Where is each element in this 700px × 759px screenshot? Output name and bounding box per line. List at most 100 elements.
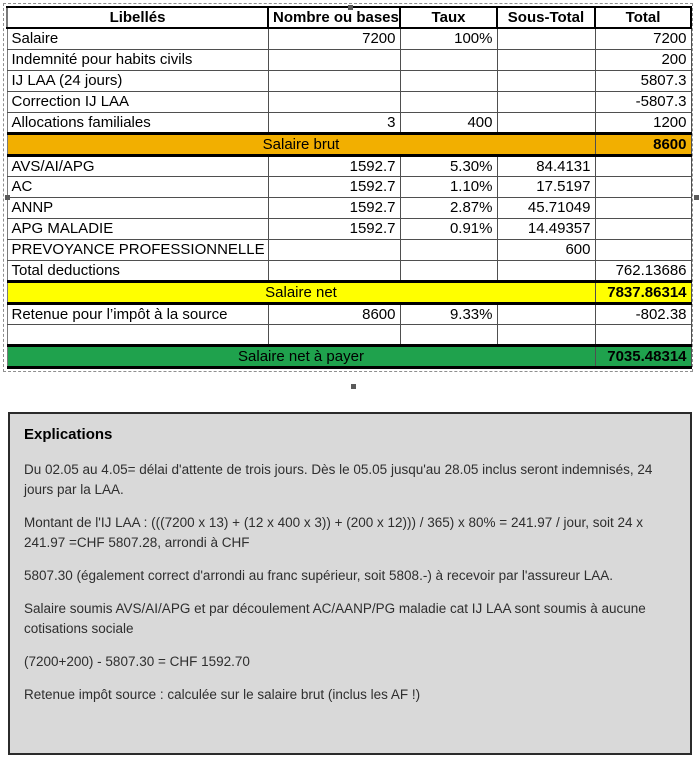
explanation-paragraph-calcul-1592: (7200+200) - 5807.30 = CHF 1592.70 bbox=[24, 654, 250, 669]
cell-base[interactable] bbox=[267, 48, 401, 71]
cell-total[interactable] bbox=[594, 175, 692, 198]
cell-taux[interactable]: 100% bbox=[399, 27, 498, 50]
explanation-paragraph-retenue-impot: Retenue impôt source : calculée sur le s… bbox=[24, 687, 421, 702]
cell-sous-total[interactable]: 14.49357 bbox=[496, 217, 596, 240]
table-row-indemnite: Indemnité pour habits civils 200 bbox=[6, 48, 692, 71]
salaire-brut-label[interactable]: Salaire brut bbox=[6, 131, 596, 157]
cell-sous-total[interactable] bbox=[496, 48, 596, 71]
cell-base[interactable] bbox=[267, 69, 401, 92]
cell-label[interactable]: Salaire bbox=[6, 27, 269, 50]
cell-label[interactable]: Indemnité pour habits civils bbox=[6, 48, 269, 71]
cell-taux[interactable] bbox=[399, 238, 498, 261]
cell-taux[interactable]: 1.10% bbox=[399, 175, 498, 198]
print-area-handle-top[interactable] bbox=[348, 5, 353, 10]
cell-sous-total[interactable]: 84.4131 bbox=[496, 154, 596, 177]
cell-taux[interactable]: 2.87% bbox=[399, 196, 498, 219]
print-area-handle-bottom[interactable] bbox=[351, 384, 356, 389]
table-row-ac: AC 1592.7 1.10% 17.5197 bbox=[6, 175, 692, 198]
table-row-avs-ai-apg: AVS/AI/APG 1592.7 5.30% 84.4131 bbox=[6, 154, 692, 177]
cell-taux[interactable] bbox=[399, 323, 498, 346]
table-row-apg-maladie: APG MALADIE 1592.7 0.91% 14.49357 bbox=[6, 217, 692, 240]
cell-label[interactable]: ANNP bbox=[6, 196, 269, 219]
cell-taux[interactable] bbox=[399, 259, 498, 282]
cell-taux[interactable] bbox=[399, 48, 498, 71]
cell-base[interactable]: 1592.7 bbox=[267, 154, 401, 177]
cell-sous-total[interactable] bbox=[496, 69, 596, 92]
cell-total[interactable]: -802.38 bbox=[594, 302, 692, 325]
cell-total[interactable] bbox=[594, 154, 692, 177]
cell-total[interactable]: 1200 bbox=[594, 111, 692, 134]
cell-sous-total[interactable]: 45.71049 bbox=[496, 196, 596, 219]
salaire-brut-total[interactable]: 8600 bbox=[594, 131, 692, 157]
cell-sous-total[interactable] bbox=[496, 323, 596, 346]
cell-sous-total[interactable]: 17.5197 bbox=[496, 175, 596, 198]
cell-label[interactable]: PREVOYANCE PROFESSIONNELLE bbox=[6, 238, 269, 261]
cell-sous-total[interactable] bbox=[496, 90, 596, 113]
header-row: Libellés Nombre ou bases Taux Sous-Total… bbox=[6, 6, 692, 29]
cell-label[interactable]: Retenue pour l’impôt à la source bbox=[6, 302, 269, 325]
col-header-taux[interactable]: Taux bbox=[399, 6, 498, 29]
cell-total[interactable]: 762.13686 bbox=[594, 259, 692, 282]
cell-taux[interactable]: 5.30% bbox=[399, 154, 498, 177]
cell-sous-total[interactable]: 600 bbox=[496, 238, 596, 261]
cell-label[interactable]: APG MALADIE bbox=[6, 217, 269, 240]
cell-total[interactable]: 7200 bbox=[594, 27, 692, 50]
cell-total[interactable] bbox=[594, 238, 692, 261]
cell-label[interactable]: Allocations familiales bbox=[6, 111, 269, 134]
col-header-libelles[interactable]: Libellés bbox=[6, 6, 269, 29]
cell-base[interactable]: 7200 bbox=[267, 27, 401, 50]
table-row-ij-laa: IJ LAA (24 jours) 5807.3 bbox=[6, 69, 692, 92]
table-row-prevoyance: PREVOYANCE PROFESSIONNELLE 600 bbox=[6, 238, 692, 261]
cell-total[interactable] bbox=[594, 196, 692, 219]
cell-base[interactable] bbox=[267, 238, 401, 261]
col-header-sous-total[interactable]: Sous-Total bbox=[496, 6, 596, 29]
salaire-net-label[interactable]: Salaire net bbox=[6, 279, 596, 305]
print-area-handle-right[interactable] bbox=[694, 195, 699, 200]
table-row-total-deductions: Total deductions 762.13686 bbox=[6, 259, 692, 282]
cell-sous-total[interactable] bbox=[496, 111, 596, 134]
cell-sous-total[interactable] bbox=[496, 302, 596, 325]
cell-base[interactable]: 1592.7 bbox=[267, 196, 401, 219]
table-row-empty bbox=[6, 323, 692, 346]
cell-label[interactable]: Total deductions bbox=[6, 259, 269, 282]
cell-base[interactable]: 1592.7 bbox=[267, 175, 401, 198]
cell-taux[interactable]: 0.91% bbox=[399, 217, 498, 240]
cell-label[interactable]: AVS/AI/APG bbox=[6, 154, 269, 177]
explanation-paragraph-arrondi: 5807.30 (également correct d'arrondi au … bbox=[24, 568, 613, 583]
cell-base[interactable]: 8600 bbox=[267, 302, 401, 325]
cell-sous-total[interactable] bbox=[496, 27, 596, 50]
salaire-net-a-payer-label[interactable]: Salaire net à payer bbox=[6, 343, 596, 369]
cell-taux[interactable] bbox=[399, 90, 498, 113]
explanations-title: Explications bbox=[24, 426, 113, 443]
salaire-net-a-payer-total[interactable]: 7035.48314 bbox=[594, 343, 692, 369]
col-header-total[interactable]: Total bbox=[594, 6, 692, 29]
cell-total[interactable]: -5807.3 bbox=[594, 90, 692, 113]
cell-label[interactable]: Correction IJ LAA bbox=[6, 90, 269, 113]
cell-total[interactable]: 200 bbox=[594, 48, 692, 71]
cell-label[interactable]: IJ LAA (24 jours) bbox=[6, 69, 269, 92]
cell-taux[interactable] bbox=[399, 69, 498, 92]
cell-label[interactable] bbox=[6, 323, 269, 346]
cell-total[interactable]: 5807.3 bbox=[594, 69, 692, 92]
explanation-paragraph-montant-ij-laa: Montant de l'IJ LAA : (((7200 x 13) + (1… bbox=[24, 515, 644, 550]
cell-base[interactable] bbox=[267, 259, 401, 282]
salaire-net-total[interactable]: 7837.86314 bbox=[594, 279, 692, 305]
table-row-salaire: Salaire 7200 100% 7200 bbox=[6, 27, 692, 50]
cell-base[interactable]: 3 bbox=[267, 111, 401, 134]
cell-taux[interactable]: 400 bbox=[399, 111, 498, 134]
cell-total[interactable] bbox=[594, 217, 692, 240]
col-header-nombre-ou-bases[interactable]: Nombre ou bases bbox=[267, 6, 401, 29]
table-row-annp: ANNP 1592.7 2.87% 45.71049 bbox=[6, 196, 692, 219]
cell-taux[interactable]: 9.33% bbox=[399, 302, 498, 325]
cell-base[interactable]: 1592.7 bbox=[267, 217, 401, 240]
cell-label[interactable]: AC bbox=[6, 175, 269, 198]
cell-total[interactable] bbox=[594, 323, 692, 346]
salaire-net-a-payer-band-row: Salaire net à payer 7035.48314 bbox=[6, 343, 692, 369]
cell-base[interactable] bbox=[267, 90, 401, 113]
salaire-brut-band-row: Salaire brut 8600 bbox=[6, 131, 692, 157]
explanations-box: Explications Du 02.05 au 4.05= délai d'a… bbox=[8, 412, 692, 755]
cell-sous-total[interactable] bbox=[496, 259, 596, 282]
cell-base[interactable] bbox=[267, 323, 401, 346]
print-area-handle-left[interactable] bbox=[5, 195, 10, 200]
